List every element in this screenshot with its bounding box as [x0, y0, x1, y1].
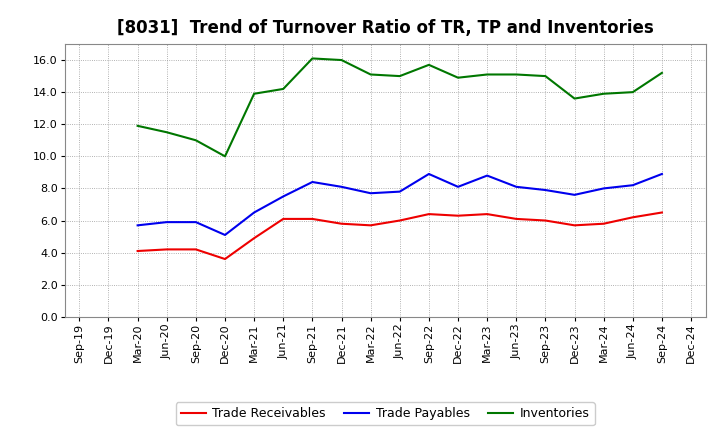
Trade Receivables — [192, 247, 200, 252]
Trade Receivables — [541, 218, 550, 223]
Inventories — [366, 72, 375, 77]
Trade Payables — [133, 223, 142, 228]
Trade Payables — [279, 194, 287, 199]
Inventories — [395, 73, 404, 79]
Trade Payables — [657, 171, 666, 176]
Inventories — [629, 89, 637, 95]
Inventories — [454, 75, 462, 81]
Trade Payables — [599, 186, 608, 191]
Inventories — [337, 57, 346, 62]
Inventories — [599, 91, 608, 96]
Trade Receivables — [425, 212, 433, 217]
Trade Receivables — [657, 210, 666, 215]
Inventories — [425, 62, 433, 67]
Trade Payables — [541, 187, 550, 193]
Trade Receivables — [629, 215, 637, 220]
Trade Payables — [395, 189, 404, 194]
Trade Receivables — [250, 235, 258, 241]
Trade Receivables — [366, 223, 375, 228]
Trade Payables — [570, 192, 579, 198]
Trade Payables — [220, 232, 229, 238]
Inventories — [308, 56, 317, 61]
Inventories — [250, 91, 258, 96]
Inventories — [541, 73, 550, 79]
Trade Receivables — [454, 213, 462, 218]
Trade Payables — [512, 184, 521, 190]
Inventories — [570, 96, 579, 101]
Trade Receivables — [483, 212, 492, 217]
Trade Payables — [629, 183, 637, 188]
Trade Payables — [192, 220, 200, 225]
Trade Receivables — [220, 257, 229, 262]
Trade Receivables — [163, 247, 171, 252]
Trade Payables — [337, 184, 346, 190]
Trade Payables — [163, 220, 171, 225]
Legend: Trade Receivables, Trade Payables, Inventories: Trade Receivables, Trade Payables, Inven… — [176, 402, 595, 425]
Trade Receivables — [395, 218, 404, 223]
Trade Payables — [454, 184, 462, 190]
Trade Payables — [308, 180, 317, 185]
Line: Trade Receivables: Trade Receivables — [138, 213, 662, 259]
Line: Trade Payables: Trade Payables — [138, 174, 662, 235]
Trade Receivables — [337, 221, 346, 226]
Line: Inventories: Inventories — [138, 59, 662, 156]
Inventories — [133, 123, 142, 128]
Trade Payables — [483, 173, 492, 178]
Inventories — [163, 130, 171, 135]
Trade Payables — [366, 191, 375, 196]
Inventories — [279, 86, 287, 92]
Inventories — [512, 72, 521, 77]
Title: [8031]  Trend of Turnover Ratio of TR, TP and Inventories: [8031] Trend of Turnover Ratio of TR, TP… — [117, 19, 654, 37]
Trade Receivables — [570, 223, 579, 228]
Inventories — [220, 154, 229, 159]
Trade Receivables — [279, 216, 287, 222]
Trade Payables — [250, 210, 258, 215]
Inventories — [483, 72, 492, 77]
Trade Payables — [425, 171, 433, 176]
Trade Receivables — [512, 216, 521, 222]
Trade Receivables — [308, 216, 317, 222]
Trade Receivables — [133, 248, 142, 253]
Inventories — [657, 70, 666, 76]
Trade Receivables — [599, 221, 608, 226]
Inventories — [192, 138, 200, 143]
